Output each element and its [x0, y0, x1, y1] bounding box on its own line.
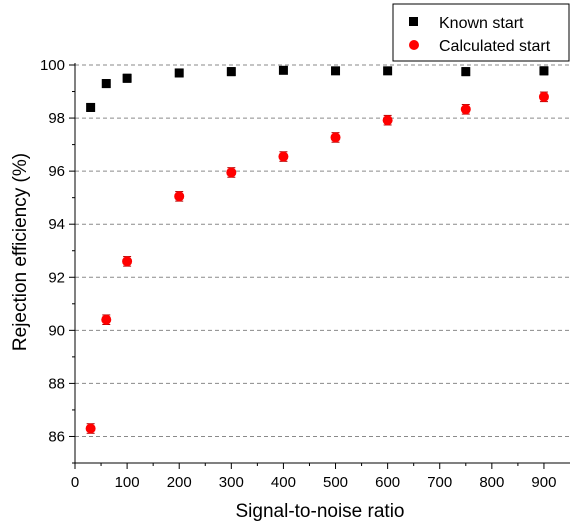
- data-point: [382, 115, 393, 126]
- tick-labels: 0 100 200 300 400 500 600 700 800 900 86 88 90 92 94 96…: [40, 57, 556, 491]
- series-calculated-start: [85, 91, 549, 434]
- axes: [69, 63, 570, 469]
- x-tick-label: 300: [219, 474, 244, 491]
- data-point: [174, 191, 185, 202]
- series-known-start: [86, 65, 549, 112]
- x-tick-label: 700: [427, 474, 452, 491]
- data-point: [122, 73, 132, 83]
- legend-marker-calculated-start: [409, 40, 419, 50]
- legend-label-calculated-start: Calculated start: [439, 38, 551, 55]
- data-point: [331, 66, 341, 76]
- data-point: [85, 423, 96, 434]
- x-tick-label: 400: [271, 474, 296, 491]
- gridlines: [75, 64, 570, 437]
- data-point: [101, 314, 112, 325]
- data-point: [278, 65, 288, 75]
- y-tick-label: 92: [48, 269, 65, 286]
- x-tick-label: 0: [71, 474, 79, 491]
- y-tick-label: 98: [48, 110, 65, 127]
- y-tick-label: 100: [40, 57, 65, 74]
- data-point: [330, 132, 341, 143]
- x-tick-label: 100: [115, 474, 140, 491]
- x-tick-label: 200: [167, 474, 192, 491]
- data-point: [122, 256, 133, 267]
- data-point: [101, 79, 111, 89]
- data-point: [278, 151, 289, 162]
- y-tick-label: 90: [48, 322, 65, 339]
- y-tick-label: 88: [48, 375, 65, 392]
- data-point: [460, 104, 471, 115]
- data-point: [174, 68, 184, 78]
- y-tick-label: 86: [48, 428, 65, 445]
- y-tick-label: 96: [48, 163, 65, 180]
- legend-marker-known-start: [409, 17, 418, 26]
- data-marks: [85, 65, 549, 434]
- data-point: [461, 67, 471, 77]
- legend: Known start Calculated start: [392, 3, 570, 62]
- data-point: [86, 102, 96, 112]
- y-tick-label: 94: [48, 216, 65, 233]
- legend-box: [392, 3, 570, 62]
- data-point: [226, 167, 237, 178]
- y-axis-title: Rejection efficiency (%): [10, 153, 31, 351]
- data-point: [539, 66, 549, 76]
- x-tick-label: 500: [323, 474, 348, 491]
- legend-label-known-start: Known start: [439, 15, 524, 32]
- x-axis-title: Signal-to-noise ratio: [236, 501, 405, 522]
- data-point: [383, 66, 393, 76]
- data-point: [538, 91, 549, 102]
- x-tick-label: 800: [479, 474, 504, 491]
- x-tick-label: 900: [531, 474, 556, 491]
- data-point: [226, 67, 236, 77]
- x-tick-label: 600: [375, 474, 400, 491]
